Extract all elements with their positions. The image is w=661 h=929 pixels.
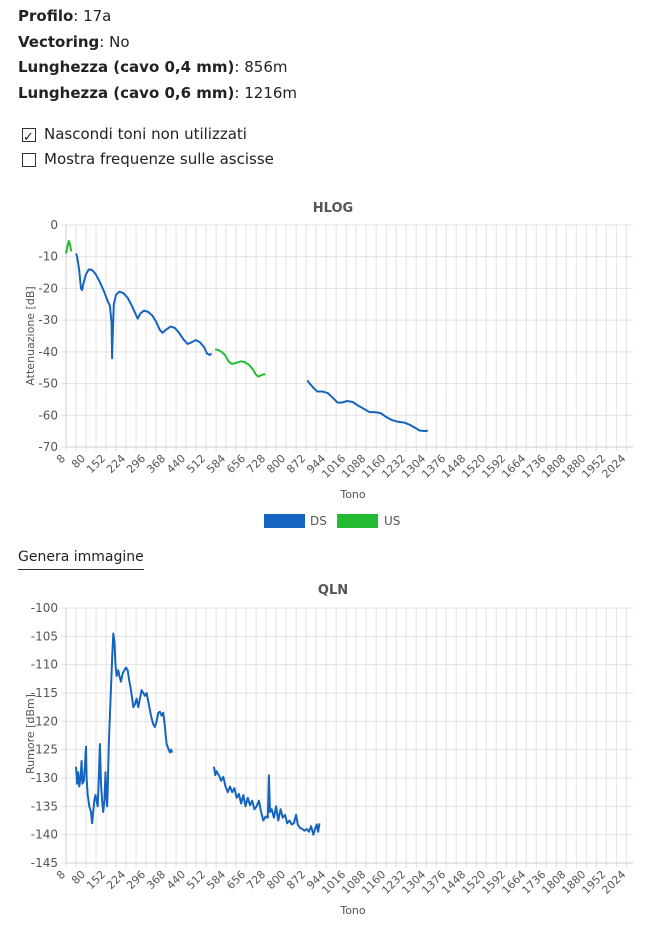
y-tick-label: -30: [38, 313, 58, 327]
y-tick-label: -60: [38, 408, 58, 422]
show-frequencies-checkbox[interactable]: [22, 152, 36, 167]
info-value: 17a: [83, 7, 112, 25]
hlog-chart: HLOG 0-10-20-30-40-50-60-708 801522242963…: [24, 201, 633, 528]
y-tick-label: -100: [31, 601, 58, 615]
option-label: Mostra frequenze sulle ascisse: [44, 150, 274, 168]
chart-title: QLN: [318, 583, 348, 598]
y-tick-label: -115: [31, 686, 58, 700]
y-tick-label: -40: [38, 345, 58, 359]
y-tick-label: -10: [38, 250, 58, 264]
x-tick-label: 2024: [599, 868, 628, 897]
y-tick-label: -120: [31, 714, 58, 728]
series-line-us: [214, 348, 266, 378]
hide-unused-tones-checkbox[interactable]: [22, 125, 36, 150]
x-tick-label: 2024: [599, 452, 628, 481]
x-axis-label: Tono: [339, 904, 366, 917]
x-tick-label: 368: [144, 868, 168, 892]
generate-image-button[interactable]: Genera immagine: [18, 549, 144, 570]
y-tick-label: -140: [31, 828, 58, 842]
y-axis-label: Rumore [dBm]: [24, 694, 37, 774]
y-tick-label: -145: [31, 856, 58, 870]
x-tick-label: 224: [104, 868, 128, 892]
x-axis-label: Tono: [339, 488, 366, 501]
info-label: Profilo: [18, 7, 74, 25]
info-row-profile: Profilo: 17a: [18, 7, 112, 25]
info-row-length-06: Lunghezza (cavo 0,6 mm): 1216m: [18, 83, 298, 102]
y-tick-label: 0: [50, 218, 58, 232]
y-tick-label: -130: [31, 771, 58, 785]
x-tick-label: 152: [84, 868, 108, 892]
hide-unused-tones-option[interactable]: Nascondi toni non utilizzati: [22, 122, 274, 150]
legend-label-ds[interactable]: DS: [310, 514, 327, 528]
y-axis-label: Attenuazione [dB]: [24, 286, 37, 385]
x-tick-label: 296: [124, 452, 148, 476]
option-label: Nascondi toni non utilizzati: [44, 125, 247, 143]
info-row-length-04: Lunghezza (cavo 0,4 mm): 856m: [18, 58, 288, 76]
y-tick-label: -70: [38, 440, 58, 454]
y-tick-label: -135: [31, 799, 58, 813]
chart-title: HLOG: [313, 201, 353, 216]
y-tick-label: -105: [31, 629, 58, 643]
x-tick-label: 512: [184, 868, 208, 892]
x-tick-label: 8: [54, 452, 68, 466]
legend-swatch-us[interactable]: [337, 514, 378, 528]
series-line-ds: [306, 379, 429, 433]
info-value: 1216m: [244, 83, 298, 102]
y-tick-label: -110: [31, 658, 58, 672]
x-tick-label: 296: [124, 868, 148, 892]
info-label: Vectoring: [18, 32, 100, 51]
series-line-us: [65, 239, 73, 254]
x-tick-label: 584: [204, 452, 228, 476]
qln-chart: QLN -100 -105 -110 -115 -120 -125 -130 -135 -140…: [24, 583, 633, 917]
x-tick-label: 584: [204, 868, 228, 892]
y-tick-label: -20: [38, 281, 58, 295]
x-tick-label: 728: [244, 868, 268, 892]
info-value: No: [109, 32, 130, 51]
y-tick-label: -50: [38, 377, 58, 391]
info-value: 856m: [244, 58, 288, 76]
x-tick-label: 440: [164, 868, 188, 892]
x-tick-label: 368: [144, 452, 168, 476]
x-tick-label: 872: [284, 452, 308, 476]
x-tick-label: 656: [224, 868, 248, 892]
y-tick-label: -125: [31, 743, 58, 757]
series-line-ds: [212, 766, 321, 836]
x-tick-label: 656: [224, 452, 248, 476]
info-label: Lunghezza (cavo 0,6 mm): [18, 83, 235, 102]
info-row-vectoring: Vectoring: No: [18, 32, 130, 51]
x-tick-label: 800: [264, 452, 288, 476]
legend-swatch-ds[interactable]: [264, 514, 305, 528]
info-label: Lunghezza (cavo 0,4 mm): [18, 58, 235, 76]
x-tick-label: 8: [54, 868, 68, 882]
x-tick-label: 512: [184, 452, 208, 476]
series-line-ds: [75, 253, 213, 360]
x-tick-label: 800: [264, 868, 288, 892]
x-tick-label: 224: [104, 452, 128, 476]
chart-options: Nascondi toni non utilizzati Mostra freq…: [22, 122, 274, 172]
legend-label-us[interactable]: US: [384, 514, 400, 528]
x-tick-label: 872: [284, 868, 308, 892]
series-line-ds: [75, 632, 174, 825]
x-tick-label: 728: [244, 452, 268, 476]
legend: DS US: [264, 514, 400, 528]
show-frequencies-option[interactable]: Mostra frequenze sulle ascisse: [22, 147, 274, 172]
x-tick-label: 152: [84, 452, 108, 476]
line-info: Profilo: 17a Vectoring: No Lunghezza (ca…: [18, 4, 297, 106]
x-tick-label: 440: [164, 452, 188, 476]
